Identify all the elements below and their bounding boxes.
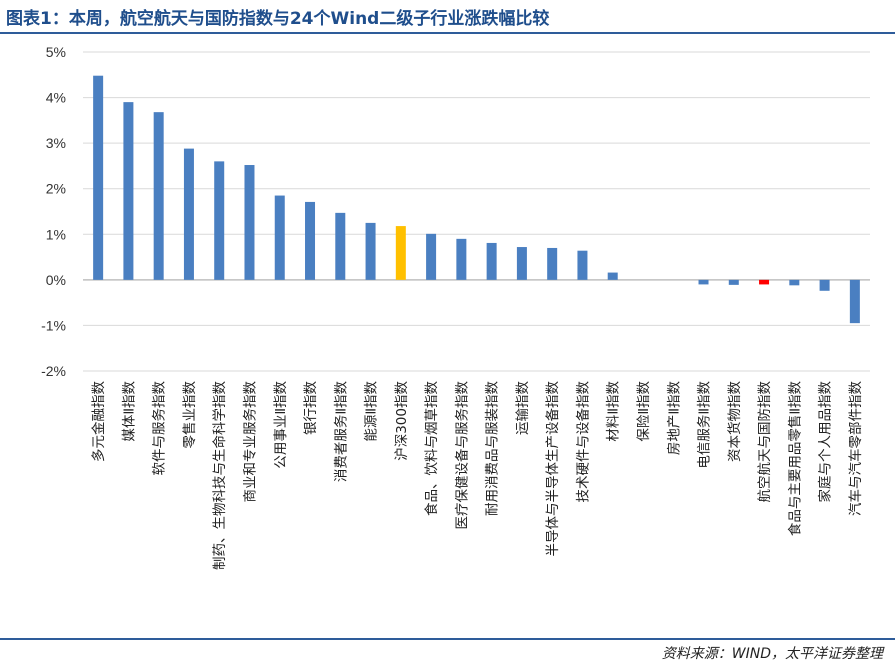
bar — [153, 112, 164, 280]
bar — [607, 272, 618, 280]
x-category-label: 多元金融指数 — [90, 381, 107, 462]
x-category-label: 保险Ⅱ指数 — [636, 381, 652, 442]
y-tick-label: -2% — [41, 363, 66, 379]
y-tick-label: 5% — [46, 44, 66, 60]
footer-divider — [0, 638, 895, 640]
chart-title: 图表1：本周，航空航天与国防指数与24个Wind二级子行业涨跌幅比较 — [6, 9, 550, 29]
bars — [93, 75, 860, 324]
bar — [305, 201, 316, 280]
bar — [183, 148, 194, 280]
x-category-label: 消费者服务Ⅱ指数 — [333, 381, 349, 483]
y-tick-label: -1% — [41, 317, 66, 333]
x-category-label: 能源Ⅱ指数 — [364, 381, 380, 442]
bar — [789, 279, 800, 286]
x-category-label: 运输指数 — [515, 381, 531, 435]
y-tick-label: 1% — [46, 226, 66, 242]
bar — [698, 279, 709, 285]
x-category-label: 电信服务Ⅱ指数 — [697, 381, 713, 469]
bar — [486, 242, 497, 280]
bar — [214, 161, 225, 280]
x-category-label: 航空航天与国防指数 — [757, 381, 773, 503]
x-category-label: 资本货物指数 — [726, 381, 743, 462]
x-category-label: 半导体与半导体生产设备指数 — [544, 381, 561, 557]
bar — [849, 279, 860, 324]
x-category-label: 房地产Ⅱ指数 — [666, 381, 682, 456]
x-category-label: 材料Ⅱ指数 — [606, 381, 622, 442]
x-category-label: 公用事业Ⅱ指数 — [273, 381, 289, 469]
x-category-label: 耐用消费品与服装指数 — [485, 381, 501, 516]
x-category-label: 软件与服务指数 — [152, 381, 168, 476]
title-divider — [0, 32, 895, 34]
x-category-label: 制药、生物科技与生命科学指数 — [211, 381, 228, 570]
x-axis-categories: 多元金融指数 媒体Ⅱ指数 软件与服务指数 零售业指数 制药、生物科技与生命科学指数 商业和… — [90, 381, 864, 570]
x-category-label: 零售业指数 — [182, 381, 198, 449]
bar — [93, 75, 104, 280]
x-category-label: 家庭与个人用品指数 — [817, 381, 834, 503]
bar — [456, 238, 467, 280]
x-category-label: 商业和专业服务指数 — [242, 381, 258, 503]
bar — [244, 165, 255, 280]
x-category-label: 汽车与汽车零部件指数 — [847, 381, 864, 516]
x-category-label: 食品与主要用品零售Ⅱ指数 — [786, 381, 803, 537]
bar — [274, 195, 285, 280]
y-tick-label: 3% — [46, 135, 66, 151]
bar — [335, 212, 346, 280]
bar — [577, 250, 588, 280]
y-tick-label: 4% — [46, 90, 66, 106]
bar — [819, 279, 830, 291]
y-axis-ticks: -2% -1% 0% 1% 2% 3% 4% 5% — [41, 44, 66, 379]
bar — [547, 247, 558, 280]
x-category-label: 医疗保健设备与服务指数 — [453, 381, 470, 530]
bar — [728, 279, 739, 285]
bar — [516, 247, 527, 280]
bar — [759, 279, 770, 285]
gridlines — [83, 51, 870, 372]
x-category-label: 银行指数 — [303, 381, 319, 435]
x-category-label: 沪深300指数 — [394, 381, 410, 461]
bar — [395, 226, 406, 280]
x-category-label: 技术硬件与设备指数 — [574, 381, 591, 503]
x-category-label: 媒体Ⅱ指数 — [121, 381, 137, 442]
bar — [123, 102, 134, 280]
y-tick-label: 2% — [46, 181, 66, 197]
bar — [365, 222, 376, 280]
y-tick-label: 0% — [46, 272, 66, 288]
x-category-label: 食品、饮料与烟草指数 — [423, 381, 440, 516]
bar — [426, 233, 437, 280]
source-note: 资料来源：WIND，太平洋证券整理 — [661, 646, 883, 662]
bar-chart: -2% -1% 0% 1% 2% 3% 4% 5% 多元金融指数 媒体Ⅱ指数 软件与服务指数 零售业… — [41, 44, 870, 570]
